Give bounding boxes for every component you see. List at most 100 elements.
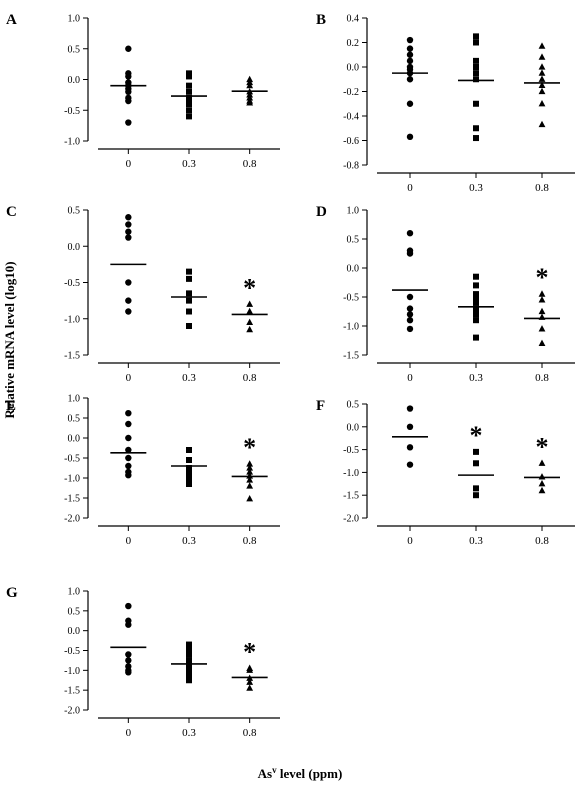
significance-asterisk: * — [243, 637, 256, 666]
circle-marker — [406, 444, 414, 451]
circle-marker — [406, 36, 414, 44]
panel-e: E 1.0 0.5 0.0 -0.5 -1.0 -1.5 -2.0 0 0.3 0.8 * — [6, 394, 280, 547]
triangle-marker — [246, 81, 254, 89]
panel-label: E — [6, 398, 16, 414]
square-marker — [186, 657, 192, 664]
square-marker — [186, 645, 192, 652]
square-marker — [186, 107, 192, 114]
panel-label: D — [316, 204, 327, 220]
x-tick-label: 0 — [407, 535, 413, 547]
square-marker — [186, 73, 192, 80]
circle-marker — [125, 420, 132, 428]
square-marker — [186, 113, 192, 120]
triangle-marker — [538, 339, 546, 346]
circle-marker — [406, 100, 414, 107]
circle-marker — [406, 76, 414, 83]
triangle-marker — [246, 678, 254, 685]
circle-marker — [406, 325, 414, 333]
y-tick-label: -0.4 — [343, 112, 359, 123]
y-tick-label: -2.0 — [343, 514, 359, 525]
significance-asterisk: * — [243, 433, 256, 462]
y-tick-label: -0.6 — [343, 136, 359, 147]
x-tick-label: 0.3 — [469, 182, 483, 194]
significance-asterisk: * — [243, 273, 256, 302]
circle-marker — [125, 297, 132, 304]
triangle-marker — [246, 307, 254, 315]
panel-label: G — [6, 585, 18, 601]
y-tick-label: 0.5 — [68, 414, 81, 425]
square-marker — [186, 471, 192, 477]
y-tick-label: -0.5 — [64, 106, 80, 117]
triangle-marker — [538, 69, 546, 76]
square-marker — [186, 477, 192, 483]
square-marker — [473, 299, 479, 306]
y-tick-label: 1.0 — [347, 206, 360, 217]
square-marker — [186, 481, 192, 487]
square-marker — [473, 311, 479, 318]
circle-marker — [125, 454, 132, 462]
triangle-marker — [246, 495, 254, 502]
significance-asterisk: * — [536, 263, 549, 292]
x-tick-label: 0 — [407, 372, 413, 384]
circle-marker — [406, 305, 414, 312]
y-tick-label: 0.0 — [68, 242, 81, 253]
x-tick-label: 0.3 — [182, 158, 196, 170]
y-tick-label: 0.0 — [68, 75, 81, 86]
panel-c: C 0.5 0.0 -0.5 -1.0 -1.5 0 0.3 0.8 * — [6, 204, 280, 384]
square-marker — [473, 492, 479, 499]
triangle-marker — [246, 684, 254, 691]
circle-marker — [406, 423, 414, 430]
y-tick-label: -1.5 — [64, 351, 80, 362]
y-axis-title: Relative mRNA level (log10) — [2, 261, 17, 418]
y-tick-label: -0.5 — [64, 278, 80, 289]
circle-marker — [125, 434, 132, 442]
square-marker — [186, 665, 192, 672]
x-tick-label: 0 — [126, 158, 132, 170]
circle-marker — [125, 621, 132, 628]
square-marker — [186, 308, 192, 315]
square-marker — [186, 447, 192, 453]
circle-marker — [125, 97, 132, 105]
circle-marker — [406, 45, 414, 52]
panel-label: B — [316, 12, 326, 28]
square-marker — [473, 460, 479, 467]
x-tick-label: 0.8 — [243, 727, 257, 739]
triangle-marker — [538, 75, 546, 82]
y-tick-label: 0.5 — [68, 44, 81, 55]
triangle-marker — [538, 307, 546, 315]
square-marker — [186, 290, 192, 297]
square-marker — [186, 323, 192, 329]
y-tick-label: 0.0 — [68, 626, 81, 637]
x-tick-label: 0.3 — [469, 535, 483, 547]
y-tick-label: -1.0 — [64, 666, 80, 677]
y-tick-label: 0.4 — [347, 14, 360, 25]
circle-marker — [125, 45, 132, 52]
y-tick-label: -0.8 — [343, 161, 359, 172]
x-tick-label: 0.8 — [243, 535, 257, 547]
circle-marker — [406, 51, 414, 58]
circle-marker — [125, 234, 132, 241]
triangle-marker — [246, 325, 254, 333]
triangle-marker — [538, 53, 546, 60]
panel-d: D 1.0 0.5 0.0 -0.5 -1.0 -1.5 0 0.3 0.8 * — [316, 204, 575, 384]
y-tick-label: -0.5 — [64, 646, 80, 657]
triangle-marker — [538, 459, 546, 466]
x-tick-label: 0 — [126, 535, 132, 547]
x-tick-label: 0 — [407, 182, 413, 194]
y-tick-label: -1.5 — [343, 491, 359, 502]
y-tick-label: 0.5 — [68, 206, 81, 217]
square-marker — [473, 291, 479, 298]
circle-marker — [125, 472, 132, 479]
x-tick-label: 0.3 — [182, 535, 196, 547]
y-tick-label: -1.5 — [64, 494, 80, 505]
y-tick-label: -1.0 — [64, 474, 80, 485]
x-axis-title-superscript: v — [272, 765, 277, 775]
triangle-marker — [246, 476, 254, 483]
square-marker — [473, 282, 479, 289]
circle-marker — [406, 317, 414, 324]
x-tick-label: 0.8 — [535, 182, 549, 194]
triangle-marker — [538, 87, 546, 95]
triangle-marker — [538, 480, 546, 487]
circle-marker — [406, 461, 414, 468]
